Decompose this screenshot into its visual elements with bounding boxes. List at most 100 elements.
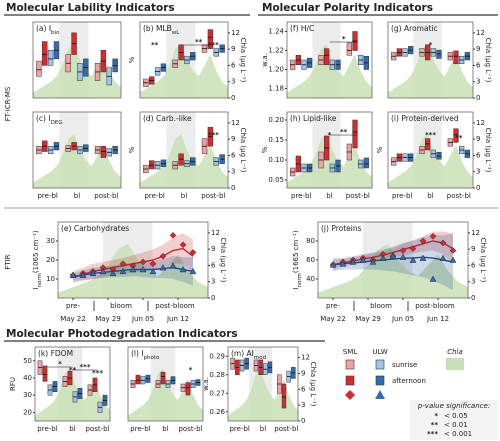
y2-tick-label: 6: [211, 261, 216, 269]
y-axis-label-part: w.a.: [202, 377, 210, 391]
significance: ***: [425, 131, 436, 139]
y2-tick-label: 9: [211, 245, 215, 253]
phase-label: bloom: [110, 302, 132, 310]
point: [169, 232, 177, 239]
y-tick-label: 0.29: [209, 352, 225, 360]
chla-area: [33, 43, 121, 98]
panel-title: (h) Lipid-like: [290, 114, 337, 123]
point: [429, 275, 437, 282]
chla-area: [287, 43, 372, 98]
panel: 0.050.100.150.20%pre-bl bl post-bl* **(h) L…: [261, 111, 373, 200]
panel: pre-bl bl post-bl * (l) Iphoto: [127, 346, 204, 433]
point: [329, 261, 337, 268]
y2-tick-label: 6: [231, 151, 236, 159]
y-tick-label: 0.20: [268, 116, 284, 124]
point: [339, 260, 347, 267]
x-tick-label: pre-bl: [144, 192, 164, 200]
chla-area: [388, 133, 473, 188]
y-axis-label-sub: norm: [37, 273, 43, 287]
significance: **: [151, 41, 159, 49]
y2-tick-label: 6: [471, 261, 476, 269]
legend-icon: [345, 359, 355, 370]
box: [36, 60, 42, 77]
y2-tick-label: 12: [471, 229, 480, 237]
panel-title-text: (f) H/C: [290, 24, 314, 33]
panel-title: (m) AImod: [231, 349, 266, 361]
y-tick-label: 30: [23, 391, 32, 399]
y2-axis-label: Chla (µg L⁻¹): [484, 38, 492, 83]
significance: ***: [80, 363, 91, 371]
point: [169, 262, 177, 269]
significance-text: < 0.001: [444, 430, 472, 438]
y2-tick-label: 6: [231, 61, 236, 69]
x-tick-label: Jun 12: [426, 315, 449, 323]
y-axis-label: %: [261, 146, 269, 153]
significance: ***: [92, 369, 103, 377]
panel-title-text: (l) I: [131, 349, 144, 358]
panel-title-text: (c) I: [36, 114, 51, 123]
significance-text: < 0.01: [444, 421, 468, 429]
point: [419, 237, 427, 245]
point: [129, 266, 137, 273]
legend-icon: [345, 375, 355, 386]
panel-title-text: (k) FDOM: [38, 349, 73, 358]
y-axis-label: w.a.: [202, 377, 210, 391]
panel-title-sub: DEG: [51, 120, 63, 126]
panel: (a) Ibio: [32, 21, 122, 99]
y2-tick-label: 12: [211, 229, 220, 237]
phase-label: bloom: [370, 302, 392, 310]
box: [453, 128, 459, 143]
significance-title: p-value significance:: [417, 402, 490, 410]
point: [149, 260, 157, 268]
legend-time: sunrise: [392, 361, 417, 369]
fit-ribbon: [333, 233, 453, 291]
point: [449, 247, 457, 254]
panel-title: (d) Carb.-like: [143, 114, 192, 123]
legend-icon: [345, 390, 355, 400]
method-label: FT-ICR-MS: [4, 86, 12, 121]
x-tick-label: Jun 12: [166, 315, 189, 323]
point: [349, 258, 357, 265]
section-header: Molecular Lability Indicators: [6, 2, 175, 14]
panel-title-text: (g) Aromatic: [391, 24, 438, 33]
phase-label: pre-: [326, 302, 340, 310]
panel-title-text: (i) Protein-derived: [391, 114, 459, 123]
panel: 40 60 80 0 3 6 9 12 Inorm(1665 cm⁻¹) Chla (µg L⁻¹…: [292, 221, 487, 323]
point: [369, 258, 377, 265]
x-tick-label: bl: [162, 425, 168, 433]
legend-group: SML: [343, 348, 357, 356]
panel: 0.26 0.27 0.28 0.29 0 3 6 9 12 w.a. Chla (µg L⁻¹) p…: [202, 346, 317, 433]
section-header: Molecular Photodegradation Indicators: [6, 328, 238, 340]
plot-frame: [387, 111, 474, 189]
chla-area: [140, 43, 228, 98]
x-tick-label: May 22: [320, 315, 346, 323]
y-axis-label: RFU: [9, 377, 17, 391]
x-tick-label: May 22: [60, 315, 86, 323]
panel-title-sub: bio: [51, 30, 60, 36]
y2-tick-label: 3: [231, 168, 235, 176]
legend-time: afternoon: [392, 377, 426, 385]
x-tick-label: pre-bl: [37, 425, 57, 433]
y-axis-label: %: [376, 146, 384, 153]
y-axis-label: w.a.: [261, 53, 269, 67]
y-tick-label: 0.26: [209, 408, 225, 416]
point: [409, 256, 417, 263]
y2-tick-label: 0: [231, 184, 235, 192]
plot-frame: [34, 346, 111, 422]
y-axis-label-sub: norm: [297, 273, 303, 287]
plot-frame: [286, 21, 373, 99]
y2-tick-label: 0: [476, 94, 480, 102]
y-tick-label: 0.27: [209, 389, 225, 397]
y-axis-label-part: (1065 cm⁻¹): [32, 230, 40, 273]
y-tick-label: 1.20: [268, 66, 284, 74]
x-tick-label: bl: [74, 192, 80, 200]
x-tick-label: bl: [69, 425, 75, 433]
point: [159, 264, 167, 271]
y2-tick-label: 12: [231, 29, 240, 37]
x-tick-label: post-bl: [274, 425, 298, 433]
point: [99, 267, 107, 275]
box: [453, 50, 459, 65]
y2-axis-label: Chla (µg L⁻¹): [479, 238, 487, 283]
y2-tick-label: 9: [476, 45, 480, 53]
